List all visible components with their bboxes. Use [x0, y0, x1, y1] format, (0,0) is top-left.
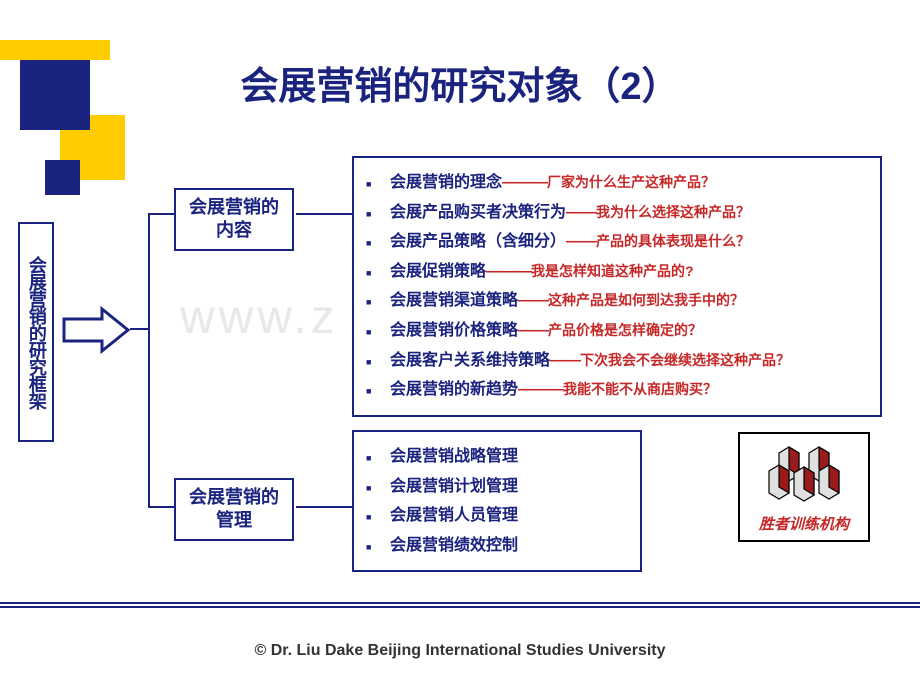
item-main: 会展营销渠道策略: [390, 292, 518, 309]
dash: ———: [502, 174, 547, 191]
dash: ——: [566, 204, 596, 221]
connector: [296, 506, 352, 508]
footer-rule: [0, 602, 920, 608]
logo-box: 胜者训练机构: [738, 432, 870, 542]
dash: ———: [486, 263, 531, 280]
logo-text: 胜者训练机构: [759, 513, 849, 534]
item-question: 这种产品是如何到达我手中的？: [548, 292, 744, 308]
content-item: 会展营销价格策略——产品价格是怎样确定的？: [390, 316, 864, 346]
content-item: 会展营销渠道策略——这种产品是如何到达我手中的？: [390, 286, 864, 316]
item-question: 厂家为什么生产这种产品？: [547, 174, 715, 190]
item-main: 会展产品购买者决策行为: [390, 204, 566, 221]
content-list: 会展营销的理念———厂家为什么生产这种产品？会展产品购买者决策行为——我为什么选…: [390, 168, 864, 405]
management-list-box: 会展营销战略管理会展营销计划管理会展营销人员管理会展营销绩效控制: [352, 430, 642, 572]
connector: [296, 213, 352, 215]
content-item: 会展营销的理念———厂家为什么生产这种产品？: [390, 168, 864, 198]
item-question: 我是怎样知道这种产品的?: [531, 263, 694, 279]
item-question: 产品的具体表现是什么？: [596, 233, 750, 249]
content-list-box: 会展营销的理念———厂家为什么生产这种产品？会展产品购买者决策行为——我为什么选…: [352, 156, 882, 417]
item-main: 会展营销价格策略: [390, 322, 518, 339]
connector: [148, 506, 176, 508]
item-main: 会展营销的理念: [390, 174, 502, 191]
dash: ——: [566, 233, 596, 250]
mid-node-content: 会展营销的内容: [174, 188, 294, 251]
item-question: 产品价格是怎样确定的？: [548, 322, 702, 338]
footer-credit: © Dr. Liu Dake Beijing International Stu…: [0, 642, 920, 660]
management-list: 会展营销战略管理会展营销计划管理会展营销人员管理会展营销绩效控制: [390, 442, 624, 560]
management-item: 会展营销绩效控制: [390, 531, 624, 561]
item-main: 会展营销的新趋势: [390, 381, 518, 398]
content-item: 会展客户关系维持策略——下次我会不会继续选择这种产品？: [390, 346, 864, 376]
dash: ——: [518, 322, 548, 339]
content-item: 会展产品购买者决策行为——我为什么选择这种产品？: [390, 198, 864, 228]
arrow-icon: [62, 305, 132, 355]
item-question: 下次我会不会继续选择这种产品？: [580, 352, 790, 368]
content-item: 会展营销的新趋势———我能不能不从商店购买？: [390, 375, 864, 405]
mid-label-2: 会展营销的管理: [186, 486, 282, 533]
dash: ———: [518, 381, 563, 398]
mid-node-management: 会展营销的管理: [174, 478, 294, 541]
decor-square-blue-2: [45, 160, 80, 195]
connector: [148, 213, 176, 215]
connector: [148, 213, 150, 508]
dash: ——: [518, 292, 548, 309]
root-label: 会展营销的研究框架: [26, 256, 46, 409]
item-main: 会展促销策略: [390, 263, 486, 280]
item-question: 我为什么选择这种产品？: [596, 204, 750, 220]
management-item: 会展营销人员管理: [390, 501, 624, 531]
management-item: 会展营销战略管理: [390, 442, 624, 472]
dash: ——: [550, 352, 580, 369]
connector: [130, 328, 150, 330]
management-item: 会展营销计划管理: [390, 472, 624, 502]
root-node: 会展营销的研究框架: [18, 222, 54, 442]
item-main: 会展产品策略（含细分）: [390, 233, 566, 250]
content-item: 会展产品策略（含细分）——产品的具体表现是什么？: [390, 227, 864, 257]
content-item: 会展促销策略———我是怎样知道这种产品的?: [390, 257, 864, 287]
item-main: 会展客户关系维持策略: [390, 352, 550, 369]
mid-label-1: 会展营销的内容: [186, 196, 282, 243]
item-question: 我能不能不从商店购买？: [563, 381, 717, 397]
logo-icon: [759, 441, 849, 509]
slide-title: 会展营销的研究对象（2）: [0, 55, 920, 110]
